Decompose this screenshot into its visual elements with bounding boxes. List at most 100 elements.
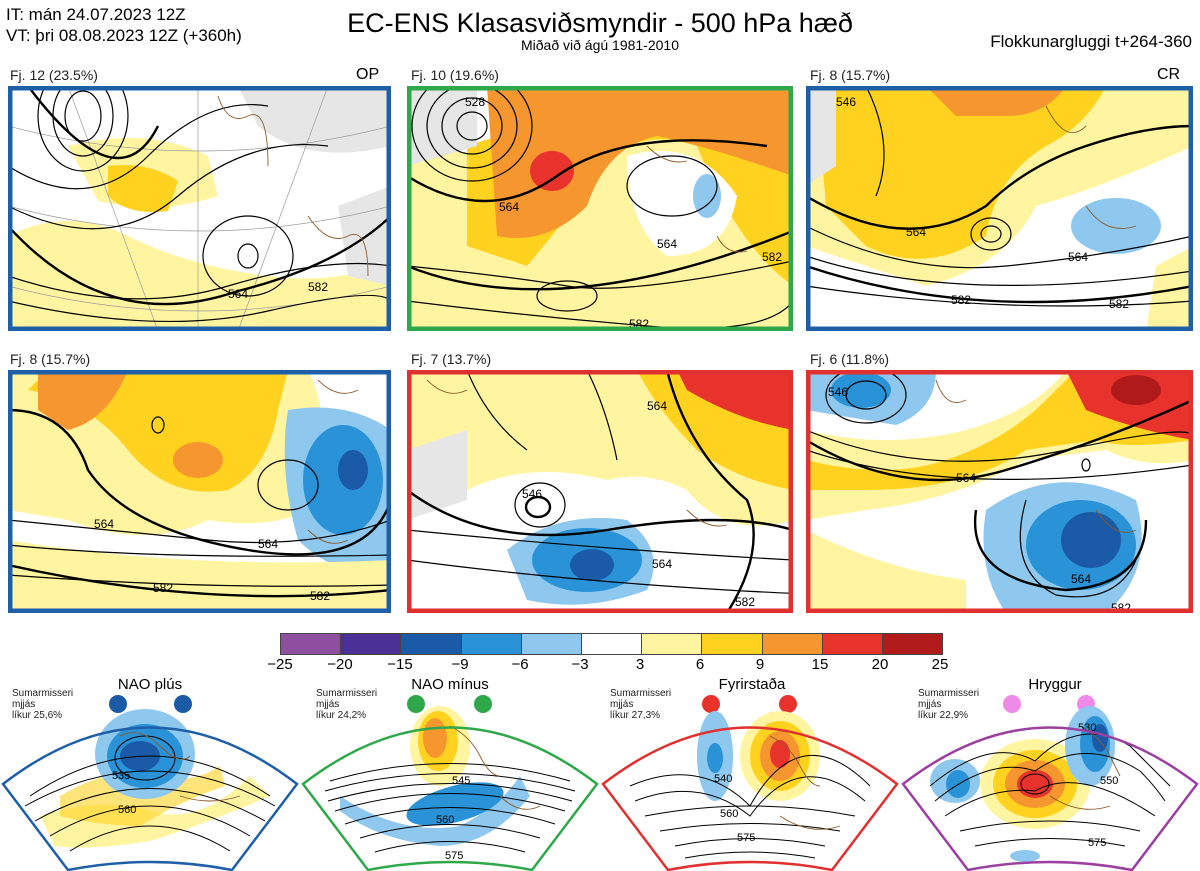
- panel-3-contour-a: 546: [836, 95, 856, 109]
- colorbar-swatch-3: [401, 634, 462, 654]
- regime-dot-right: [474, 695, 492, 713]
- colorbar-swatch-9: [762, 634, 823, 654]
- panel-1-tag: OP: [356, 66, 380, 83]
- regime-dot-left: [1003, 695, 1021, 713]
- panel-2-contour-a: 528: [465, 95, 485, 109]
- regime-dot-right: [174, 695, 192, 713]
- regime-fit: mjjás: [610, 699, 634, 710]
- regime-dot-left: [109, 695, 127, 713]
- regime-contour-b: 560: [720, 808, 738, 820]
- colorbar: [280, 633, 943, 655]
- regime-contour-c: 575: [1088, 837, 1106, 849]
- colorbar-tick-11: 20: [871, 656, 889, 673]
- regime-contour-c: 575: [445, 850, 463, 862]
- panel-5-label: Fj. 7 (13.7%): [411, 351, 492, 367]
- regime-contour-a: 545: [452, 775, 470, 787]
- panel-3-contour-d: 582: [951, 293, 971, 307]
- panel-5-contour-c: 564: [652, 557, 672, 571]
- regime-fit: mjjás: [12, 699, 36, 710]
- regime-nao-minus: NAO mínus Sumarmisseri mjjás líkur 24,2%…: [300, 676, 600, 871]
- panel-5-contour-a: 546: [522, 487, 542, 501]
- panel-1-contour-a: 564: [228, 287, 248, 301]
- valid-time: VT: þri 08.08.2023 12Z (+360h): [6, 26, 242, 45]
- regime-blocking: Fyrirstaða Sumarmisseri mjjás líkur 27,3…: [600, 676, 900, 871]
- panel-6-contour-a: 546: [828, 385, 848, 399]
- cluster-map-1: 564 582: [8, 86, 391, 331]
- panel-3-label: Fj. 8 (15.7%): [810, 67, 891, 83]
- regime-season: Sumarmisseri: [610, 688, 672, 699]
- panel-2-label: Fj. 10 (19.6%): [411, 67, 499, 83]
- cluster-map-5: 546 564 564 582: [407, 370, 793, 613]
- regime-probability: líkur 27,3%: [610, 710, 661, 721]
- regime-season: Sumarmisseri: [316, 688, 378, 699]
- regime-probability: líkur 24,2%: [316, 710, 367, 721]
- panel-3-contour-b: 564: [906, 225, 926, 239]
- panel-2-contour-b: 564: [499, 200, 519, 214]
- regime-probability: líkur 25,6%: [12, 710, 63, 721]
- panel-4-contour-a: 564: [94, 517, 114, 531]
- panel-4-contour-c: 582: [153, 581, 173, 595]
- regime-title: NAO plús: [117, 676, 183, 693]
- regime-note: Sumarmisseri mjjás líkur 25,6%: [12, 688, 73, 721]
- regime-contour-b: 550: [1100, 775, 1118, 787]
- panel-4-contour-b: 564: [258, 537, 278, 551]
- panel-1-label: Fj. 12 (23.5%): [10, 67, 98, 83]
- colorbar-swatch-1: [281, 634, 342, 654]
- regime-season: Sumarmisseri: [12, 688, 74, 699]
- colorbar-swatch-2: [341, 634, 402, 654]
- colorbar-tick-7: 3: [635, 656, 645, 673]
- cluster-map-2: 528 564 564 582 582: [407, 86, 793, 331]
- panel-2-contour-d: 582: [762, 250, 782, 264]
- page-title: EC-ENS Klasasviðsmyndir - 500 hPa hæð: [347, 8, 853, 38]
- cluster-map-3: 546 564 564 582 582: [806, 86, 1193, 331]
- colorbar-tick-3: −15: [387, 656, 413, 673]
- panel-3-contour-e: 582: [1109, 297, 1129, 311]
- panel-3-contour-c: 564: [1068, 250, 1088, 264]
- panel-1-contour-b: 582: [308, 280, 328, 294]
- cluster-map-6: 546 564 564 582: [806, 370, 1193, 613]
- regime-dot-left: [407, 695, 425, 713]
- panel-4-label: Fj. 8 (15.7%): [10, 351, 91, 367]
- initial-time: IT: mán 24.07.2023 12Z: [6, 5, 186, 24]
- panel-6-label: Fj. 6 (11.8%): [810, 351, 890, 367]
- cluster-map-4: 564 564 582 582: [8, 370, 391, 613]
- regime-contour-b: 560: [118, 804, 136, 816]
- regime-probability: líkur 22,9%: [918, 710, 969, 721]
- colorbar-tick-9: 9: [755, 656, 765, 673]
- regime-contour-b: 560: [436, 814, 454, 826]
- colorbar-tick-6: −3: [571, 656, 589, 673]
- panel-3-tag: CR: [1157, 66, 1181, 83]
- header-left: IT: mán 24.07.2023 12Z VT: þri 08.08.202…: [6, 4, 242, 46]
- colorbar-swatch-8: [702, 634, 763, 654]
- regime-note: Sumarmisseri mjjás líkur 27,3%: [610, 688, 671, 721]
- colorbar-swatch-5: [521, 634, 582, 654]
- page-subtitle: Miðað við ágú 1981-2010: [520, 37, 679, 53]
- colorbar-tick-5: −6: [511, 656, 529, 673]
- regime-fit: mjjás: [918, 699, 942, 710]
- colorbar-swatch-6: [581, 634, 643, 654]
- regime-nao-plus: NAO plús Sumarmisseri mjjás líkur 25,6% …: [0, 676, 300, 871]
- regime-season: Sumarmisseri: [918, 688, 980, 699]
- colorbar-tick-4: −9: [451, 656, 469, 673]
- panel-4-contour-d: 582: [310, 589, 330, 603]
- panel-2-contour-c: 564: [657, 237, 677, 251]
- panel-5-contour-b: 564: [647, 399, 667, 413]
- regime-contour-a: 535: [112, 770, 130, 782]
- colorbar-tick-10: 15: [811, 656, 829, 673]
- regime-contour-c: 575: [737, 832, 755, 844]
- regime-note: Sumarmisseri mjjás líkur 24,2%: [316, 688, 377, 721]
- colorbar-tick-8: 6: [695, 656, 705, 673]
- regime-dot-right: [779, 695, 797, 713]
- panel-5-contour-d: 582: [735, 595, 755, 609]
- panel-6-contour-c: 564: [1071, 572, 1091, 586]
- colorbar-tick-2: −20: [327, 656, 353, 673]
- regime-dot-left: [702, 695, 720, 713]
- regime-title: NAO mínus: [411, 676, 489, 693]
- colorbar-swatch-4: [461, 634, 522, 654]
- regime-note: Sumarmisseri mjjás líkur 22,9%: [918, 688, 979, 721]
- regime-title: Fyrirstaða: [718, 676, 786, 693]
- colorbar-swatch-7: [642, 634, 703, 654]
- regime-title: Hryggur: [1028, 676, 1082, 693]
- colorbar-tick-1: −25: [267, 656, 293, 673]
- header-center: EC-ENS Klasasviðsmyndir - 500 hPa hæð Mi…: [0, 8, 1200, 52]
